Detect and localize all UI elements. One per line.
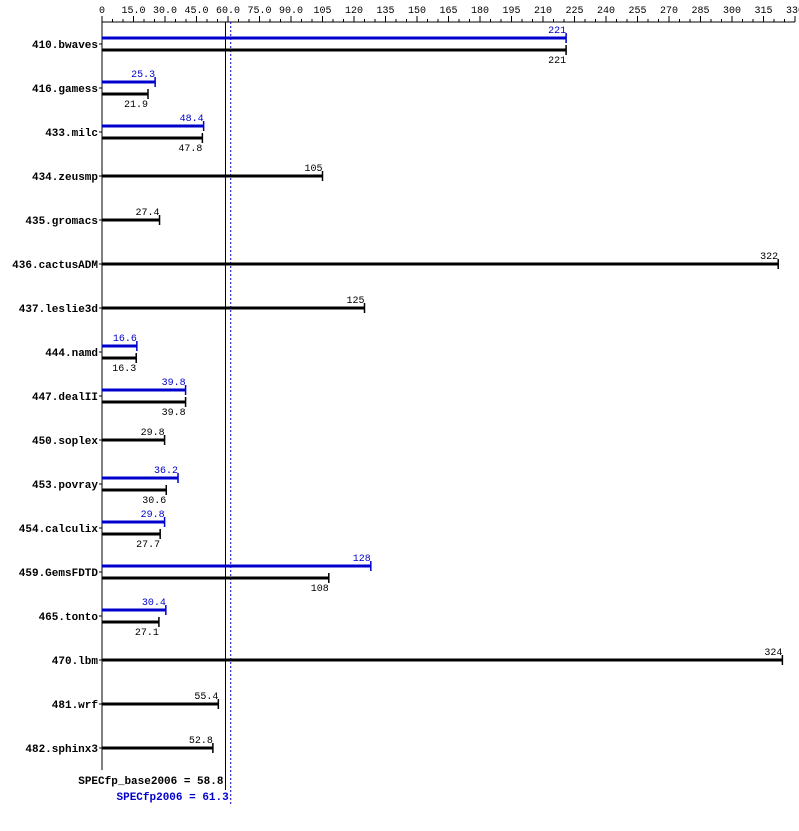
x-tick-label: 105 [313, 6, 331, 17]
benchmark-label: 482.sphinx3 [25, 744, 98, 756]
peak-value-label: 30.4 [142, 598, 166, 609]
benchmark-label: 436.cactusADM [12, 260, 98, 272]
base-value-label: 324 [764, 648, 782, 659]
x-tick-label: 315 [754, 6, 772, 17]
benchmark-label: 453.povray [32, 480, 98, 492]
x-tick-label: 240 [597, 6, 615, 17]
peak-value-label: 128 [353, 554, 371, 565]
x-tick-label: 75.0 [247, 6, 271, 17]
x-tick-label: 180 [471, 6, 489, 17]
x-tick-label: 30.0 [153, 6, 177, 17]
x-tick-label: 195 [502, 6, 520, 17]
base-value-label: 322 [760, 252, 778, 263]
x-tick-label: 330 [786, 6, 799, 17]
x-tick-label: 255 [628, 6, 646, 17]
benchmark-label: 450.soplex [32, 436, 98, 448]
base-value-label: 21.9 [124, 100, 148, 111]
x-tick-label: 225 [565, 6, 583, 17]
benchmark-label: 470.lbm [52, 656, 99, 668]
base-value-label: 125 [346, 296, 364, 307]
benchmark-label: 447.dealII [32, 392, 98, 404]
benchmark-label: 481.wrf [52, 700, 99, 712]
x-tick-label: 300 [723, 6, 741, 17]
base-value-label: 55.4 [194, 692, 218, 703]
x-tick-label: 285 [691, 6, 709, 17]
x-tick-label: 60.0 [216, 6, 240, 17]
base-value-label: 221 [548, 56, 566, 67]
benchmark-label: 444.namd [45, 348, 98, 360]
base-value-label: 29.8 [141, 428, 165, 439]
peak-value-label: 25.3 [131, 70, 155, 81]
peak-value-label: 39.8 [162, 378, 186, 389]
benchmark-label: 410.bwaves [32, 40, 98, 52]
base-value-label: 52.8 [189, 736, 213, 747]
summary-peak-label: SPECfp2006 = 61.3 [117, 792, 230, 804]
benchmark-label: 437.leslie3d [19, 304, 98, 316]
base-value-label: 30.6 [142, 496, 166, 507]
base-value-label: 105 [304, 164, 322, 175]
benchmark-label: 433.milc [45, 128, 98, 140]
base-value-label: 16.3 [112, 364, 136, 375]
base-value-label: 108 [311, 584, 329, 595]
x-tick-label: 0 [99, 6, 105, 17]
benchmark-label: 435.gromacs [25, 216, 98, 228]
x-tick-label: 270 [660, 6, 678, 17]
benchmark-label: 454.calculix [19, 524, 99, 536]
base-value-label: 27.7 [136, 540, 160, 551]
benchmark-label: 434.zeusmp [32, 172, 98, 184]
x-tick-label: 210 [534, 6, 552, 17]
x-tick-label: 150 [408, 6, 426, 17]
peak-value-label: 221 [548, 26, 566, 37]
summary-base-label: SPECfp_base2006 = 58.8 [78, 776, 224, 788]
base-value-label: 27.1 [135, 628, 159, 639]
x-tick-label: 15.0 [121, 6, 145, 17]
x-tick-label: 135 [376, 6, 394, 17]
peak-value-label: 48.4 [180, 114, 204, 125]
base-value-label: 39.8 [162, 408, 186, 419]
benchmark-label: 459.GemsFDTD [19, 568, 99, 580]
benchmark-label: 416.gamess [32, 84, 98, 96]
x-tick-label: 45.0 [184, 6, 208, 17]
x-tick-label: 90.0 [279, 6, 303, 17]
base-value-label: 27.4 [136, 208, 160, 219]
benchmark-chart: 0 15.0 30.0 45.0 60.0 75.0 90.0 105 120 135 150 165… [0, 0, 799, 831]
peak-value-label: 29.8 [141, 510, 165, 521]
x-tick-label: 120 [345, 6, 363, 17]
x-tick-label: 165 [439, 6, 457, 17]
benchmark-label: 465.tonto [39, 612, 99, 624]
peak-value-label: 16.6 [113, 334, 137, 345]
peak-value-label: 36.2 [154, 466, 178, 477]
base-value-label: 47.8 [178, 144, 202, 155]
